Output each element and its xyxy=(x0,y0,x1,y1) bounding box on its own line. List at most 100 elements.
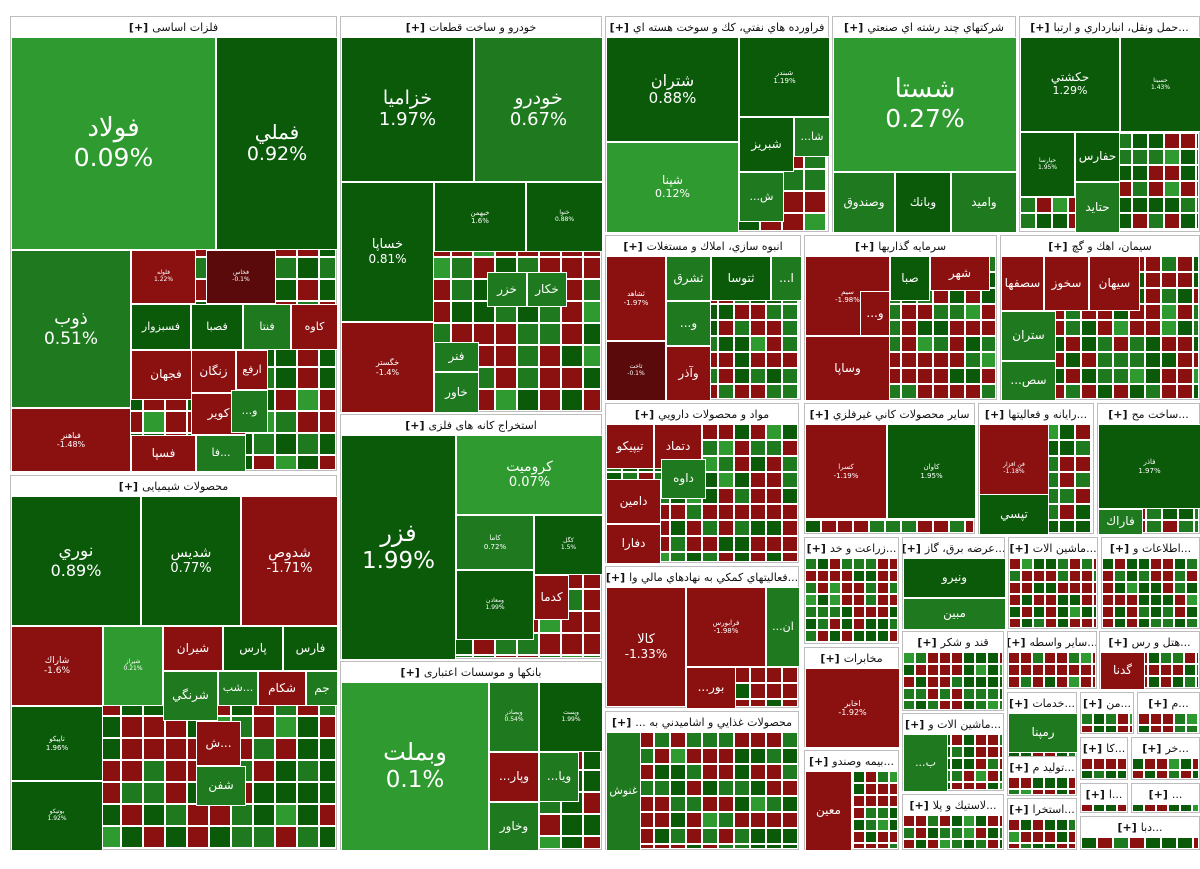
filler-tile[interactable] xyxy=(1129,713,1133,725)
filler-tile[interactable] xyxy=(670,780,686,796)
filler-tile[interactable] xyxy=(1192,758,1199,770)
filler-tile[interactable] xyxy=(981,304,996,320)
filler-tile[interactable] xyxy=(1174,594,1186,606)
filler-tile[interactable] xyxy=(903,827,915,839)
filler-tile[interactable] xyxy=(143,411,165,433)
filler-tile[interactable] xyxy=(1081,594,1093,606)
filler-tile[interactable] xyxy=(766,732,782,748)
stock-tile[interactable]: ش... xyxy=(196,721,241,766)
filler-tile[interactable] xyxy=(933,368,949,384)
filler-tile[interactable] xyxy=(1132,133,1148,149)
filler-tile[interactable] xyxy=(1168,770,1180,779)
filler-tile[interactable] xyxy=(143,760,165,782)
filler-tile[interactable] xyxy=(1172,676,1184,688)
stock-tile[interactable]: فسپا xyxy=(131,435,196,472)
filler-tile[interactable] xyxy=(539,345,561,367)
sector-header[interactable]: مواد و محصولات دارويي [+] xyxy=(606,404,798,424)
filler-tile[interactable] xyxy=(1180,213,1196,229)
filler-tile[interactable] xyxy=(297,826,319,848)
stock-tile[interactable]: وآذر xyxy=(666,346,711,401)
filler-tile[interactable] xyxy=(1162,582,1174,594)
filler-tile[interactable] xyxy=(805,582,817,594)
filler-tile[interactable] xyxy=(1065,336,1081,352)
stock-tile[interactable]: خبهمن 1.6% xyxy=(434,182,526,252)
filler-tile[interactable] xyxy=(1126,570,1138,582)
filler-tile[interactable] xyxy=(319,826,336,848)
filler-tile[interactable] xyxy=(686,732,702,748)
filler-tile[interactable] xyxy=(319,782,336,804)
filler-tile[interactable] xyxy=(975,815,987,827)
filler-tile[interactable] xyxy=(1105,770,1117,779)
filler-tile[interactable] xyxy=(1174,713,1186,725)
filler-tile[interactable] xyxy=(718,304,734,320)
filler-tile[interactable] xyxy=(1192,770,1199,779)
filler-tile[interactable] xyxy=(981,352,996,368)
filler-tile[interactable] xyxy=(903,839,915,849)
filler-tile[interactable] xyxy=(1075,488,1091,504)
filler-tile[interactable] xyxy=(1032,777,1044,789)
filler-tile[interactable] xyxy=(1052,213,1068,229)
filler-tile[interactable] xyxy=(253,433,275,455)
filler-tile[interactable] xyxy=(817,570,829,582)
filler-tile[interactable] xyxy=(917,320,933,336)
stock-tile[interactable]: حفارس xyxy=(1075,132,1120,182)
filler-tile[interactable] xyxy=(804,213,826,231)
filler-tile[interactable] xyxy=(766,304,782,320)
filler-tile[interactable] xyxy=(297,367,319,389)
stock-tile[interactable]: خزر xyxy=(487,272,527,307)
filler-tile[interactable] xyxy=(853,771,865,783)
filler-tile[interactable] xyxy=(766,699,782,707)
filler-tile[interactable] xyxy=(1117,770,1127,779)
filler-tile[interactable] xyxy=(1008,664,1020,676)
filler-tile[interactable] xyxy=(1059,440,1075,456)
filler-tile[interactable] xyxy=(275,826,297,848)
filler-tile[interactable] xyxy=(1193,288,1199,304)
sector-header[interactable]: بانکها و موسسات اعتباری [+] xyxy=(341,662,601,682)
filler-tile[interactable] xyxy=(1132,213,1148,229)
filler-tile[interactable] xyxy=(750,764,766,780)
filler-tile[interactable] xyxy=(1021,618,1033,628)
filler-tile[interactable] xyxy=(1105,804,1117,812)
filler-tile[interactable] xyxy=(1164,213,1180,229)
filler-tile[interactable] xyxy=(829,558,841,570)
filler-tile[interactable] xyxy=(1177,272,1193,288)
filler-tile[interactable] xyxy=(933,384,949,399)
filler-tile[interactable] xyxy=(1132,804,1144,812)
filler-tile[interactable] xyxy=(1117,758,1127,770)
filler-tile[interactable] xyxy=(877,807,889,819)
filler-tile[interactable] xyxy=(1097,352,1113,368)
filler-tile[interactable] xyxy=(766,683,782,699)
filler-tile[interactable] xyxy=(1150,582,1162,594)
filler-tile[interactable] xyxy=(718,384,734,399)
stock-tile[interactable]: تاپيکو 1.96% xyxy=(11,706,103,781)
filler-tile[interactable] xyxy=(1080,676,1092,688)
filler-tile[interactable] xyxy=(782,424,798,440)
filler-tile[interactable] xyxy=(1178,520,1194,533)
filler-tile[interactable] xyxy=(1161,304,1177,320)
filler-tile[interactable] xyxy=(939,664,951,676)
filler-tile[interactable] xyxy=(1148,652,1160,664)
filler-tile[interactable] xyxy=(933,320,949,336)
filler-tile[interactable] xyxy=(1177,288,1193,304)
filler-tile[interactable] xyxy=(702,780,718,796)
filler-tile[interactable] xyxy=(718,796,734,812)
filler-tile[interactable] xyxy=(1044,819,1056,831)
filler-tile[interactable] xyxy=(1193,336,1199,352)
filler-tile[interactable] xyxy=(917,520,933,533)
sector-expand-button[interactable]: [+] xyxy=(903,541,921,555)
stock-tile[interactable]: جم xyxy=(306,671,338,706)
filler-tile[interactable] xyxy=(1150,725,1162,733)
filler-tile[interactable] xyxy=(1113,384,1129,399)
sector-expand-button[interactable]: [+] xyxy=(1082,696,1103,710)
filler-tile[interactable] xyxy=(750,699,766,707)
filler-tile[interactable] xyxy=(1177,320,1193,336)
filler-tile[interactable] xyxy=(1075,440,1091,456)
filler-tile[interactable] xyxy=(1148,133,1164,149)
filler-tile[interactable] xyxy=(718,536,734,552)
filler-tile[interactable] xyxy=(1020,843,1032,849)
filler-tile[interactable] xyxy=(889,771,898,783)
stock-tile[interactable]: پارس xyxy=(223,626,283,671)
filler-tile[interactable] xyxy=(841,558,853,570)
filler-tile[interactable] xyxy=(1044,652,1056,664)
filler-tile[interactable] xyxy=(1069,618,1081,628)
